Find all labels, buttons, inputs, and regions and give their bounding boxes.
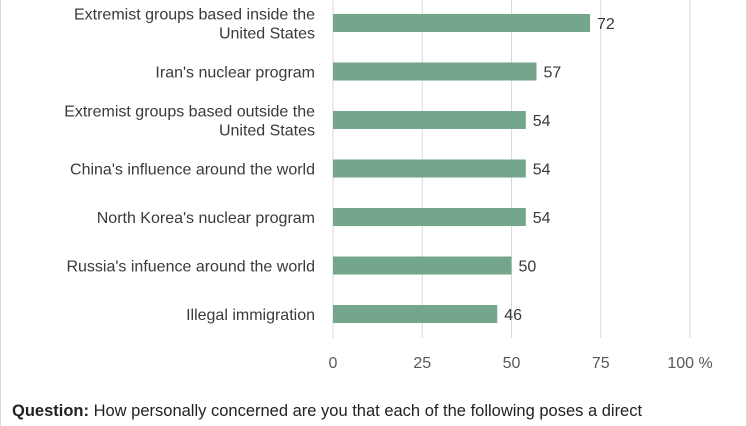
value-label: 72 — [597, 16, 615, 33]
x-axis-tick-labels: 0 25 50 75 100 % — [329, 355, 713, 372]
value-label: 57 — [543, 65, 561, 82]
category-label-line: Russia's infuence around the world — [66, 259, 315, 276]
question-label: Question: — [12, 402, 89, 420]
x-tick-label: 100 % — [667, 355, 712, 372]
category-label: Illegal immigration — [186, 307, 315, 324]
x-tick-label: 75 — [592, 355, 610, 372]
bar — [333, 208, 526, 226]
bar — [333, 159, 526, 178]
value-label: 54 — [533, 210, 551, 227]
value-label: 46 — [504, 307, 522, 324]
category-label: Russia's infuence around the world — [66, 259, 315, 276]
category-label: Extremist groups based inside the United … — [74, 7, 315, 43]
bar — [333, 62, 537, 81]
value-label: 50 — [519, 259, 537, 276]
bar-chart: Extremist groups based inside the United … — [64, 0, 713, 372]
bar — [333, 305, 498, 323]
category-label-line: United States — [219, 123, 315, 140]
category-label-line: Extremist groups based inside the — [74, 7, 315, 24]
x-tick-label: 0 — [329, 355, 338, 372]
x-tick-label: 25 — [413, 355, 431, 372]
value-labels: 72 57 54 54 54 50 46 — [504, 16, 615, 324]
category-label: China's influence around the world — [70, 162, 315, 179]
category-label-line: China's influence around the world — [70, 162, 315, 179]
category-label: Extremist groups based outside the United… — [64, 104, 315, 140]
category-label-line: Illegal immigration — [186, 307, 315, 324]
category-label-line: United States — [219, 26, 315, 43]
value-label: 54 — [533, 113, 551, 130]
bar — [333, 14, 591, 32]
x-tick-label: 50 — [503, 355, 521, 372]
value-label: 54 — [533, 162, 551, 179]
bars — [333, 14, 591, 323]
category-label: North Korea's nuclear program — [97, 210, 315, 227]
category-labels: Extremist groups based inside the United … — [64, 7, 315, 325]
question-text: How personally concerned are you that ea… — [89, 402, 643, 420]
bar — [333, 111, 526, 129]
bar — [333, 256, 512, 275]
category-label: Iran's nuclear program — [155, 65, 315, 82]
category-label-line: Extremist groups based outside the — [64, 104, 315, 121]
category-label-line: Iran's nuclear program — [155, 65, 315, 82]
question-footnote: Question: How personally concerned are y… — [12, 402, 737, 421]
category-label-line: North Korea's nuclear program — [97, 210, 315, 227]
